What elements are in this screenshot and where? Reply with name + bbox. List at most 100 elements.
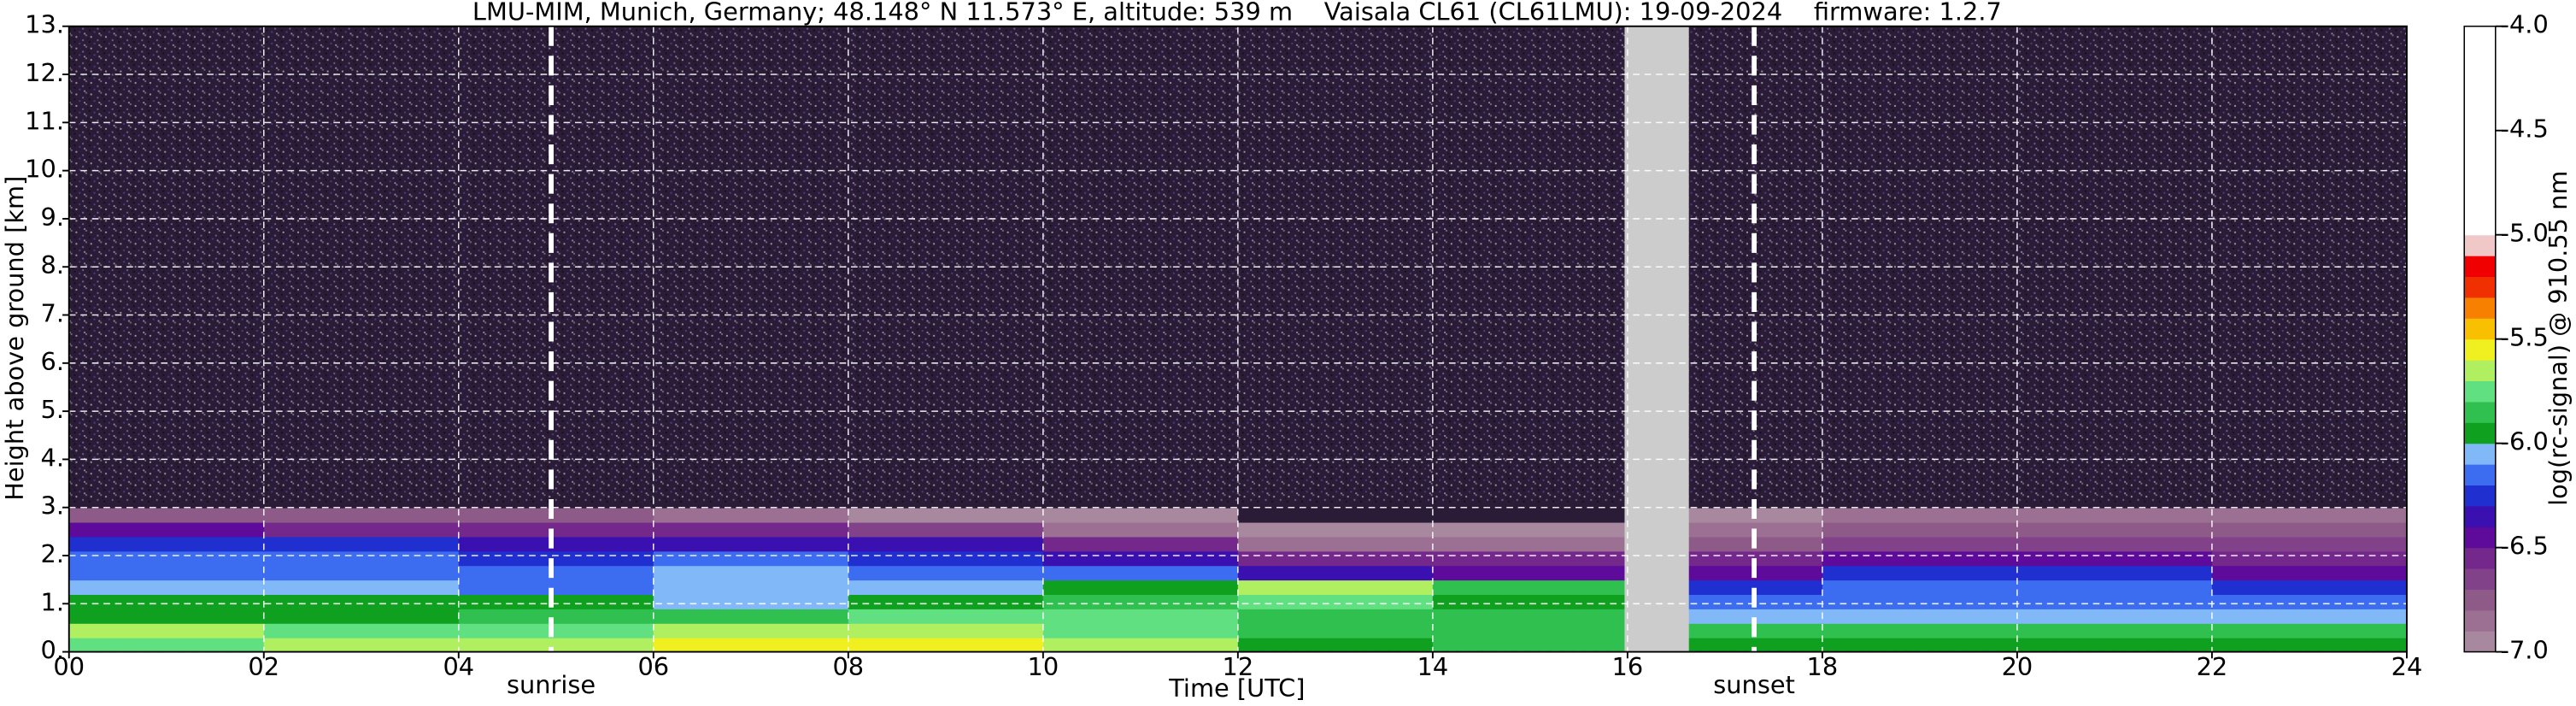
heatmap-cell — [1042, 608, 1239, 624]
y-tick-label: 11. — [25, 106, 64, 135]
heatmap-cell — [1822, 608, 2018, 624]
heatmap-cell — [2016, 594, 2213, 609]
heatmap-cell — [1822, 594, 2018, 609]
heatmap-cell — [68, 637, 265, 652]
heatmap-cell — [1432, 608, 1628, 624]
heatmap-cell — [2016, 637, 2213, 652]
heatmap-cell — [2211, 507, 2407, 523]
heatmap-cell — [1042, 622, 1239, 638]
heatmap-cell — [1042, 507, 1239, 523]
heatmap-cell — [1237, 536, 1434, 552]
colorbar-swatch — [2464, 631, 2496, 653]
colorbar-tick-label: -4.5 — [2501, 115, 2549, 144]
x-tick-label: 18 — [1807, 652, 1839, 681]
heatmap-cell — [68, 550, 265, 567]
heatmap-cell — [653, 608, 849, 624]
heatmap-cell — [1822, 565, 2018, 581]
heatmap-cell — [1237, 594, 1434, 609]
heatmap-cell — [68, 622, 265, 638]
data-gap — [1624, 26, 1689, 652]
heatmap-cell — [2211, 550, 2407, 567]
heatmap-cell — [1822, 536, 2018, 552]
heatmap-cell — [2016, 565, 2213, 581]
y-tick-label: 3. — [40, 491, 64, 521]
heatmap-cell — [1042, 536, 1239, 552]
heatmap-cell — [848, 536, 1044, 552]
colorbar-tick-label: -4.0 — [2501, 10, 2549, 39]
heatmap-cell — [458, 594, 654, 609]
heatmap-cell — [458, 580, 654, 596]
heatmap-cell — [2211, 521, 2407, 538]
x-tick-label: 04 — [443, 652, 474, 681]
x-tick-label: 12 — [1223, 652, 1254, 681]
colorbar-swatch — [2464, 234, 2496, 256]
heatmap-cell — [2211, 580, 2407, 596]
x-tick-label: 02 — [248, 652, 279, 681]
heatmap-cell — [2016, 622, 2213, 638]
colorbar-tick-label: -6.5 — [2501, 532, 2549, 561]
colorbar-label: log(rc-signal) @ 910.55 nm — [2544, 171, 2573, 506]
heatmap-cell — [263, 536, 460, 552]
heatmap-cell — [1432, 622, 1628, 638]
heatmap-cell — [653, 507, 849, 523]
heatmap-cell — [848, 507, 1044, 523]
heatmap-cell — [1237, 622, 1434, 638]
colorbar-swatch — [2464, 276, 2496, 298]
heatmap-cell — [1822, 550, 2018, 567]
heatmap-cell — [1432, 565, 1628, 581]
heatmap-cell — [1432, 594, 1628, 609]
heatmap-cell — [848, 622, 1044, 638]
colorbar-swatch — [2464, 485, 2496, 507]
event-label: sunset — [1713, 670, 1795, 699]
colorbar-swatch — [2464, 297, 2496, 319]
colorbar-swatch — [2464, 256, 2496, 278]
heatmap-cell — [2016, 536, 2213, 552]
heatmap-cell — [848, 521, 1044, 538]
colorbar-swatch — [2464, 609, 2496, 632]
heatmap-cell — [848, 565, 1044, 581]
heatmap-cell — [2211, 536, 2407, 552]
heatmap-cell — [1042, 594, 1239, 609]
heatmap-cell — [458, 622, 654, 638]
heatmap-cell — [1822, 622, 2018, 638]
x-tick-label: 10 — [1027, 652, 1059, 681]
heatmap-cell — [1237, 507, 1434, 523]
event-label: sunrise — [507, 670, 596, 699]
y-tick-label: 1. — [40, 587, 64, 616]
x-axis-label: Time [UTC] — [1168, 674, 1305, 703]
plot-frame — [67, 25, 2408, 653]
heatmap-cell — [263, 507, 460, 523]
heatmap-cell — [458, 536, 654, 552]
heatmap-cell — [848, 608, 1044, 624]
y-tick-label: 10. — [25, 155, 64, 184]
heatmap-cell — [1432, 580, 1628, 596]
colorbar-tick-label: -5.0 — [2501, 219, 2549, 248]
x-tick-label: 22 — [2197, 652, 2228, 681]
y-tick-label: 5. — [40, 395, 64, 424]
heatmap-cell — [458, 565, 654, 581]
heatmap-cell — [2016, 521, 2213, 538]
x-tick-label: 06 — [637, 652, 669, 681]
heatmap-cell — [458, 550, 654, 567]
heatmap-cell — [68, 536, 265, 552]
heatmap-cell — [263, 622, 460, 638]
chart-title: LMU-MIM, Munich, Germany; 48.148° N 11.5… — [472, 0, 2002, 26]
heatmap-cell — [1822, 637, 2018, 652]
colorbar-swatch — [2464, 527, 2496, 549]
colorbar: -4.0 -4.5 -5.0 -5.5 -6.0 -6.5 -7.0 — [2463, 10, 2549, 665]
heatmap-cell — [458, 608, 654, 624]
heatmap-cell — [263, 637, 460, 652]
x-tick-label: 00 — [53, 652, 85, 681]
colorbar-swatch — [2464, 26, 2496, 236]
heatmap-cell — [1432, 507, 1628, 523]
colorbar-swatch — [2464, 589, 2496, 611]
x-tick-label: 20 — [2002, 652, 2033, 681]
heatmap-cell — [68, 521, 265, 538]
heatmap-cell — [653, 536, 849, 552]
heatmap-cell — [653, 550, 849, 567]
heatmap-cell — [458, 507, 654, 523]
heatmap-cell — [2211, 622, 2407, 638]
colorbar-tick-label: -7.0 — [2501, 636, 2549, 665]
